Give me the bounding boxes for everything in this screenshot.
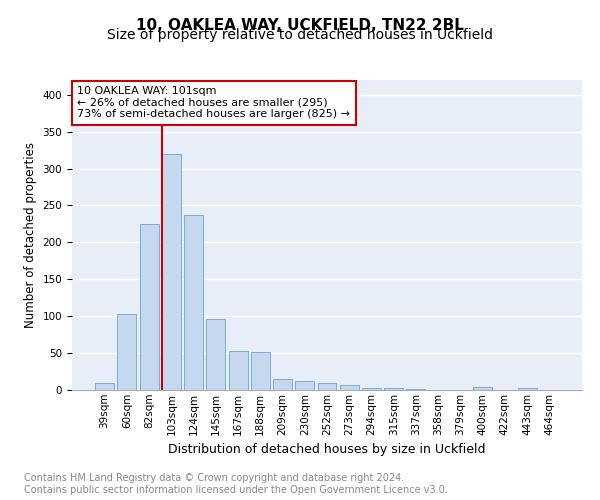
Bar [362, 388, 381, 390]
Bar [518, 388, 536, 390]
Text: 10 OAKLEA WAY: 101sqm
← 26% of detached houses are smaller (295)
73% of semi-det: 10 OAKLEA WAY: 101sqm ← 26% of detached … [77, 86, 350, 120]
Bar [251, 352, 270, 390]
Bar [140, 224, 158, 390]
Bar [162, 154, 181, 390]
Bar [473, 387, 492, 390]
Bar [184, 215, 203, 390]
Bar [95, 382, 114, 390]
Bar [340, 385, 359, 390]
Bar [273, 379, 292, 390]
Text: 10, OAKLEA WAY, UCKFIELD, TN22 2BL: 10, OAKLEA WAY, UCKFIELD, TN22 2BL [136, 18, 464, 32]
Text: Contains HM Land Registry data © Crown copyright and database right 2024.
Contai: Contains HM Land Registry data © Crown c… [24, 474, 448, 495]
Bar [118, 314, 136, 390]
Bar [229, 351, 248, 390]
X-axis label: Distribution of detached houses by size in Uckfield: Distribution of detached houses by size … [168, 443, 486, 456]
Bar [317, 382, 337, 390]
Y-axis label: Number of detached properties: Number of detached properties [24, 142, 37, 328]
Text: Size of property relative to detached houses in Uckfield: Size of property relative to detached ho… [107, 28, 493, 42]
Bar [384, 388, 403, 390]
Bar [295, 381, 314, 390]
Bar [206, 319, 225, 390]
